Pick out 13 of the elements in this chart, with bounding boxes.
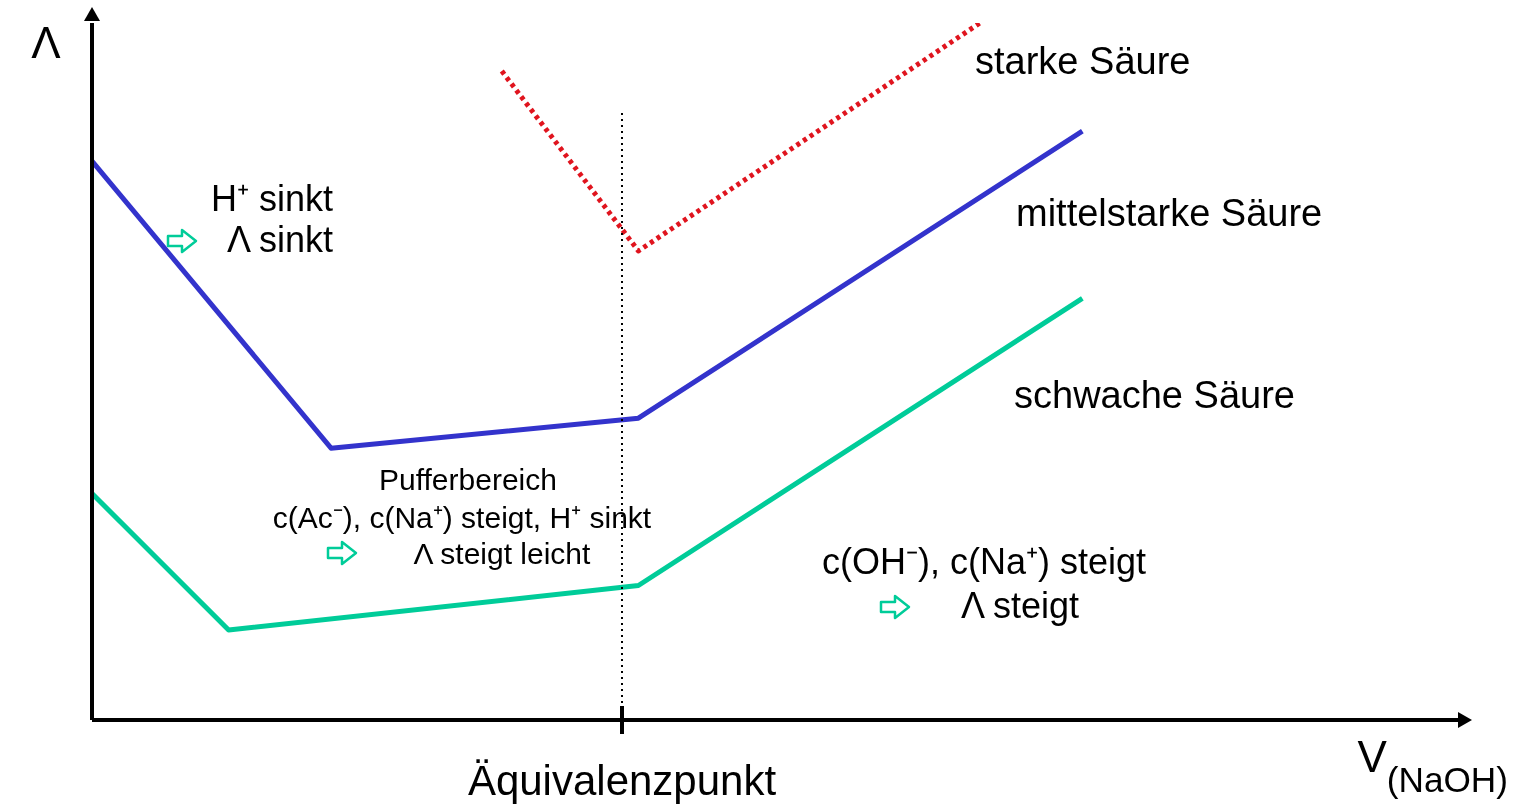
y-axis-title: Λ [31,18,62,67]
series-label: schwache Säure [1014,374,1295,416]
annotation: H⁺ sinkt [210,178,334,219]
annotation: Λ steigt [960,585,1080,626]
annotation: Pufferbereich [379,463,557,496]
series-label: mittelstarke Säure [1016,192,1323,234]
text: Äquivalenzpunkt [467,757,777,804]
annotation: c(OH⁻), c(Na⁺) steigt [821,541,1147,582]
series-label: starke Säure [975,40,1191,82]
annotation: c(Ac⁻), c(Na⁺) steigt, H⁺ sinkt [272,501,652,534]
annotation: Λ steigt leicht [413,537,592,570]
annotation: Λ sinkt [226,219,334,260]
x-axis-title: V$_{(NaOH)}$ [1357,732,1508,799]
